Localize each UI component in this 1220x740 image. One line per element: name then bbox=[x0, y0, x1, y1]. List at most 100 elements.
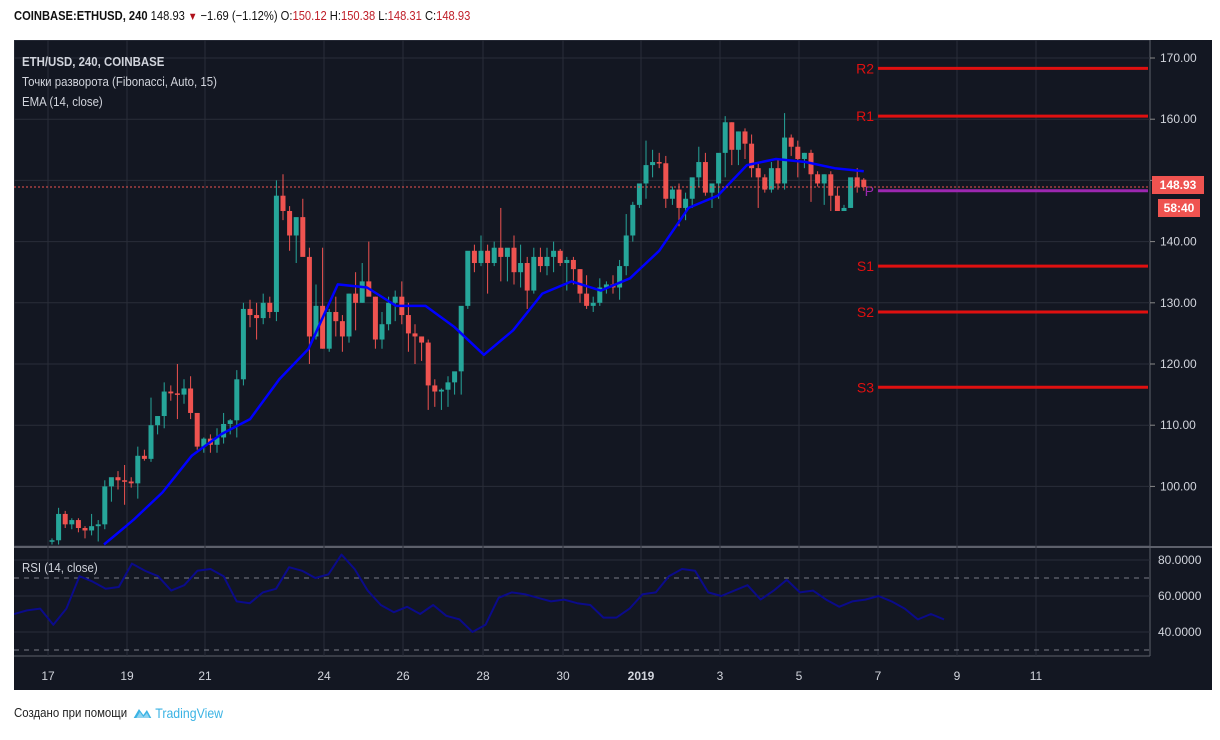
main-legend: ETH/USD, 240, COINBASE Точки разворота (… bbox=[22, 52, 217, 112]
candle-body bbox=[676, 189, 682, 208]
candle-body bbox=[386, 302, 392, 325]
candle-body bbox=[346, 293, 352, 337]
time-axis-label: 5 bbox=[796, 669, 803, 683]
legend-pivots[interactable]: Точки разворота (Fibonacci, Auto, 15) bbox=[22, 74, 217, 89]
candle-body bbox=[702, 162, 708, 193]
candle-body bbox=[729, 122, 735, 150]
candle-body bbox=[326, 311, 332, 349]
candle-body bbox=[392, 296, 398, 303]
candle-body bbox=[438, 389, 444, 392]
candle-body bbox=[108, 477, 114, 487]
candle-body bbox=[425, 342, 431, 386]
candle-body bbox=[445, 382, 451, 390]
candle-body bbox=[821, 174, 827, 184]
candle-body bbox=[412, 333, 418, 337]
candle-body bbox=[511, 247, 517, 273]
candle-body bbox=[716, 152, 722, 184]
candle-body bbox=[194, 412, 200, 447]
candle-body bbox=[834, 195, 840, 211]
time-axis-label: 28 bbox=[476, 669, 490, 683]
time-axis-label: 30 bbox=[556, 669, 570, 683]
candle-body bbox=[518, 263, 524, 273]
pivot-label-r1: R1 bbox=[856, 108, 874, 124]
price-axis-label: 110.00 bbox=[1160, 418, 1196, 432]
candle-body bbox=[623, 235, 629, 267]
pivot-label-s3: S3 bbox=[857, 379, 874, 395]
candle-body bbox=[815, 174, 821, 184]
candle-body bbox=[656, 162, 662, 164]
time-axis-label: 26 bbox=[396, 669, 410, 683]
candle-body bbox=[597, 287, 603, 303]
rsi-axis-label: 40.0000 bbox=[1158, 625, 1202, 639]
price-axis-label: 140.00 bbox=[1160, 235, 1197, 249]
candle-body bbox=[254, 315, 260, 319]
candle-body bbox=[273, 195, 279, 312]
candle-body bbox=[564, 259, 570, 264]
candle-body bbox=[168, 391, 174, 394]
last-price-tag: 148.93 bbox=[1152, 176, 1204, 194]
candle-body bbox=[240, 308, 246, 380]
candle-body bbox=[141, 455, 147, 459]
candle-body bbox=[247, 308, 253, 316]
time-axis-label: 3 bbox=[717, 669, 724, 683]
candle-body bbox=[405, 315, 411, 334]
candle-body bbox=[62, 513, 68, 525]
price-axis-label: 170.00 bbox=[1160, 51, 1197, 65]
time-axis-label: 19 bbox=[120, 669, 134, 683]
candle-body bbox=[683, 198, 689, 208]
candle-body bbox=[458, 305, 464, 372]
candle-body bbox=[478, 250, 484, 264]
candle-body bbox=[135, 455, 141, 484]
rsi-legend[interactable]: RSI (14, close) bbox=[22, 560, 98, 575]
candle-body bbox=[339, 321, 345, 337]
candle-body bbox=[234, 379, 240, 421]
open-label: O: bbox=[280, 8, 293, 23]
candle-body bbox=[584, 293, 590, 306]
candle-body bbox=[544, 256, 550, 267]
footer: Создано при помощи TradingView bbox=[14, 702, 223, 724]
candle-body bbox=[735, 131, 741, 150]
candle-body bbox=[293, 217, 299, 236]
candle-body bbox=[122, 480, 128, 482]
candle-body bbox=[828, 174, 834, 196]
candle-body bbox=[227, 420, 233, 424]
chart-canvas[interactable]: 17 19 21 24 26 28 30 2019 3 5 7 9 11 100.00 110.00 120.… bbox=[14, 40, 1214, 690]
candle-body bbox=[280, 195, 286, 211]
price-axis-label: 120.00 bbox=[1160, 357, 1197, 371]
candle-body bbox=[775, 168, 781, 184]
countdown-tag: 58:40 bbox=[1158, 199, 1200, 217]
legend-ema[interactable]: EMA (14, close) bbox=[22, 94, 103, 109]
low-value: 148.31 bbox=[387, 8, 422, 23]
time-axis-label: 9 bbox=[954, 669, 961, 683]
candle-body bbox=[504, 247, 510, 257]
candle-body bbox=[696, 162, 702, 178]
candle-body bbox=[788, 137, 794, 147]
legend-title[interactable]: ETH/USD, 240, COINBASE bbox=[22, 54, 165, 69]
chart-container[interactable]: 17 19 21 24 26 28 30 2019 3 5 7 9 11 100.00 110.00 120.… bbox=[14, 40, 1214, 690]
candle-body bbox=[498, 247, 504, 257]
candle-body bbox=[643, 165, 649, 184]
close-label: C: bbox=[424, 8, 437, 23]
candle-body bbox=[755, 168, 761, 178]
candle-body bbox=[537, 256, 543, 267]
candle-body bbox=[432, 385, 438, 392]
candle-body bbox=[359, 281, 365, 303]
candle-body bbox=[49, 540, 55, 542]
high-label: H: bbox=[329, 8, 341, 23]
candle-body bbox=[570, 259, 576, 270]
candle-body bbox=[161, 391, 167, 417]
candle-body bbox=[267, 302, 273, 312]
low-label: L: bbox=[378, 8, 388, 23]
candle-body bbox=[419, 336, 425, 343]
candle-body bbox=[795, 146, 801, 159]
open-value: 150.12 bbox=[292, 8, 327, 23]
candle-body bbox=[320, 305, 326, 349]
last-price: 148.93 bbox=[150, 8, 185, 23]
candle-body bbox=[353, 293, 359, 303]
tradingview-link[interactable]: TradingView bbox=[155, 705, 224, 721]
candle-body bbox=[861, 179, 867, 187]
created-with-text: Создано при помощи bbox=[14, 705, 128, 720]
close-value: 148.93 bbox=[436, 8, 471, 23]
rsi-axis-label: 80.0000 bbox=[1158, 553, 1202, 567]
time-axis-label: 11 bbox=[1030, 669, 1043, 683]
